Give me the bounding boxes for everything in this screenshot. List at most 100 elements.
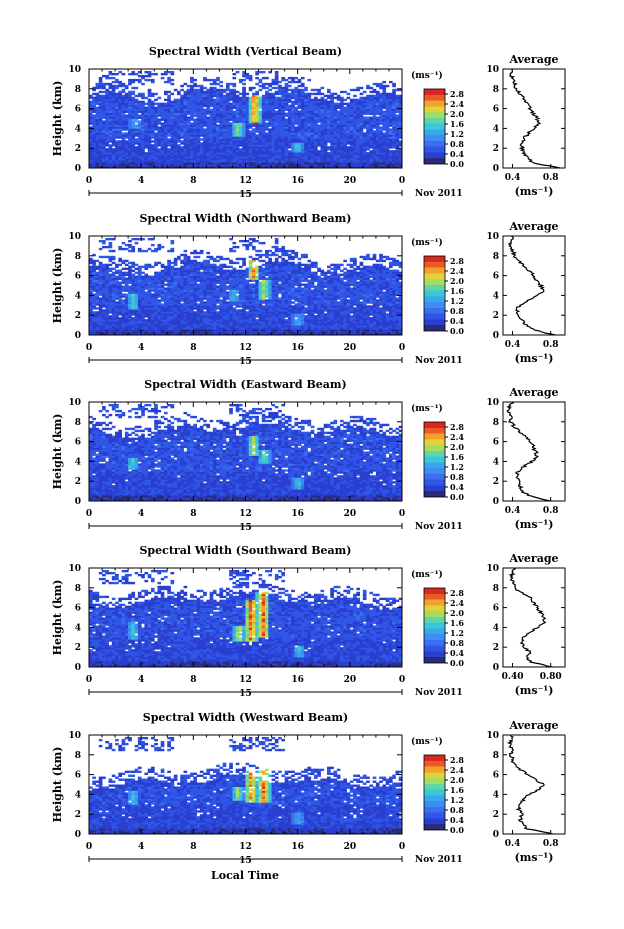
heatmap-cell: [183, 148, 188, 151]
heatmap-cell: [89, 293, 93, 296]
heatmap-cell: [92, 114, 96, 117]
heatmap-cell: [128, 92, 132, 96]
heatmap-field: [89, 237, 403, 336]
heatmap-cell: [92, 253, 96, 257]
heatmap-cell: [304, 142, 308, 145]
heatmap-cell: [330, 134, 334, 137]
heatmap-cell: [372, 162, 377, 165]
heatmap-cell: [144, 110, 149, 113]
heatmap-cell: [167, 265, 171, 269]
heatmap-cell: [131, 289, 136, 292]
heatmap-cell: [395, 132, 400, 135]
heatmap-cell: [297, 110, 302, 113]
heatmap-cell: [343, 138, 347, 141]
heatmap-cell: [115, 279, 119, 282]
heatmap-cell: [297, 98, 302, 102]
heatmap-cell: [372, 106, 377, 109]
heatmap-cell: [203, 136, 207, 139]
heatmap-cell: [177, 164, 181, 167]
heatmap-cell: [320, 154, 325, 157]
heatmap-cell: [255, 70, 259, 74]
heatmap-cell: [121, 106, 126, 109]
heatmap-cell: [173, 146, 178, 149]
heatmap-cell: [212, 88, 217, 92]
heatmap-cell: [121, 303, 126, 306]
heatmap-cell: [245, 118, 250, 121]
heatmap-cell: [238, 92, 243, 96]
heatmap-cell: [261, 146, 266, 149]
heatmap-cell: [278, 152, 282, 155]
heatmap-cell: [137, 327, 142, 330]
heatmap-cell: [144, 313, 149, 316]
heatmap-cell: [141, 102, 145, 106]
heatmap-cell: [98, 273, 103, 276]
heatmap-cell: [216, 152, 220, 155]
heatmap-cell: [353, 94, 357, 98]
heatmap-cell: [323, 98, 328, 102]
heatmap-cell: [167, 152, 171, 155]
heatmap-cell: [177, 273, 181, 276]
heatmap-cell: [307, 158, 312, 161]
heatmap-cell: [124, 273, 129, 276]
heatmap-field: [89, 70, 403, 169]
heatmap-cell: [137, 124, 142, 127]
heatmap-cell: [163, 265, 168, 269]
heatmap-cell: [118, 301, 122, 304]
heatmap-cell: [392, 136, 396, 139]
heatmap-cell: [147, 295, 152, 298]
heatmap-cell: [102, 146, 106, 149]
heatmap-cell: [111, 237, 116, 241]
heatmap-cell: [313, 92, 318, 96]
heatmap-cell: [388, 106, 393, 109]
heatmap-cell: [281, 162, 286, 165]
heatmap-cell: [128, 267, 132, 271]
heatmap-cell: [268, 92, 272, 96]
heatmap-cell: [359, 86, 364, 90]
heatmap-cell: [186, 134, 191, 137]
heatmap-cell: [206, 158, 211, 161]
heatmap-cell: [170, 289, 175, 292]
heatmap-cell: [304, 130, 308, 133]
heatmap-cell: [330, 110, 334, 113]
heatmap-cell: [366, 102, 370, 106]
heatmap-cell: [147, 158, 152, 161]
heatmap-cell: [203, 138, 207, 141]
heatmap-cell: [366, 118, 370, 121]
heatmap-cell: [212, 80, 217, 84]
heatmap-cell: [196, 114, 201, 117]
heatmap-cell: [375, 96, 380, 100]
heatmap-cell: [121, 72, 126, 76]
heatmap-cell: [330, 160, 334, 163]
heatmap-cell: [154, 72, 158, 76]
heatmap-cell: [216, 164, 220, 167]
heatmap-cell: [95, 156, 100, 159]
heatmap-cell: [196, 146, 201, 149]
heatmap-cell: [242, 72, 246, 76]
heatmap-cell: [118, 98, 122, 102]
heatmap-cell: [248, 110, 253, 113]
heatmap-cell: [379, 128, 383, 131]
heatmap-cell: [118, 273, 122, 276]
heatmap-cell: [193, 160, 197, 163]
heatmap-cell: [395, 152, 400, 155]
heatmap-cell: [206, 128, 211, 131]
heatmap-cell: [92, 269, 96, 273]
heatmap-cell: [278, 162, 282, 165]
heatmap-cell: [216, 166, 220, 169]
heatmap-cell: [111, 136, 116, 139]
heatmap-cell: [167, 128, 171, 131]
heatmap-cell: [212, 128, 217, 131]
heatmap-cell: [199, 154, 204, 157]
heatmap-cell: [320, 134, 325, 137]
heatmap-cell: [261, 140, 266, 143]
heatmap-cell: [294, 102, 299, 106]
heatmap-cell: [323, 144, 328, 147]
heatmap-cell: [121, 331, 126, 334]
heatmap-cell: [336, 102, 341, 106]
heatmap-cell: [238, 78, 243, 82]
heatmap-cell: [216, 88, 220, 92]
heatmap-cell: [150, 144, 155, 147]
heatmap-cell: [219, 102, 224, 106]
heatmap-cell: [203, 96, 207, 100]
heatmap-cell: [111, 132, 116, 135]
